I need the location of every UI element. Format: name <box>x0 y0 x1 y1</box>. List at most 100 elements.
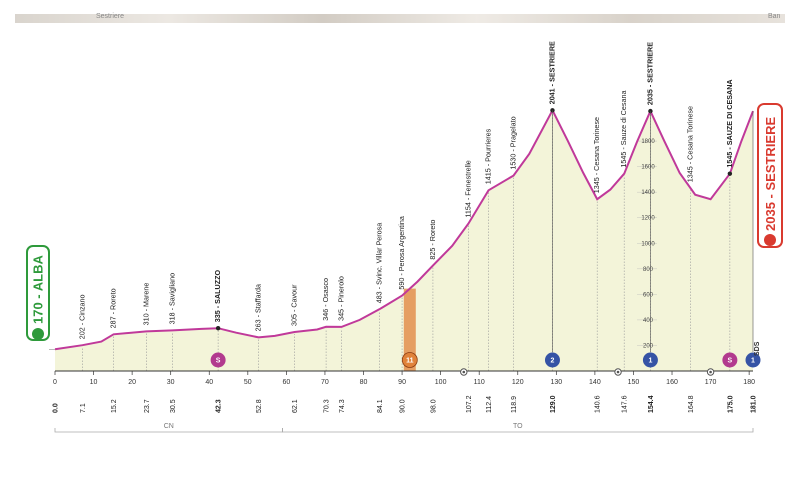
km-distance-label: 0.0 <box>53 403 60 413</box>
place-label: 1545 - SAUZE DI CESANA <box>725 79 734 167</box>
axis-tick-label: 20 <box>128 379 136 386</box>
axis-tick-label: 0 <box>53 379 57 386</box>
axis-tick-label: 10 <box>90 379 98 386</box>
place-dot <box>727 171 733 176</box>
axis-tick-label: 110 <box>474 379 485 386</box>
place-label: 2041 - SESTRIERE <box>547 41 556 104</box>
feed-badge-label: 11 <box>406 358 414 365</box>
axis-tick-label: 50 <box>244 379 252 386</box>
place-label: 1154 - Fenestrelle <box>463 160 472 217</box>
profile-line <box>54 108 754 351</box>
km-distance-label: 175.0 <box>727 395 734 413</box>
km-distance-label: 164.8 <box>688 395 695 413</box>
feed-zone-band <box>403 288 416 371</box>
climb-badge-label: 1 <box>648 358 652 365</box>
feed-badge <box>401 352 418 368</box>
place-label: 2035 - SESTRIERE <box>645 42 654 105</box>
axis-dot-center <box>709 370 712 374</box>
climb-badge <box>745 352 761 368</box>
region-label: CN <box>164 423 174 430</box>
km-distance-label: 42.3 <box>216 399 223 413</box>
axis-tick-label: 160 <box>666 379 678 386</box>
place-label: 1415 - Pourrieres <box>483 128 492 184</box>
km-distance-label: 70.3 <box>324 399 331 413</box>
km-distance-label: 181.0 <box>751 395 758 413</box>
km-distance-label: 154.4 <box>648 395 655 413</box>
finish-label: 2035 - SESTRIERE <box>763 117 778 231</box>
axis-tick-label: 120 <box>512 379 524 386</box>
km-distance-label: 15.2 <box>111 399 118 413</box>
km-distance-label: 52.8 <box>256 399 263 413</box>
place-label: 1345 - Cesana Torinese <box>592 117 601 193</box>
km-distance-label: 140.6 <box>595 395 602 413</box>
altitude-tick-label: 1400 <box>641 190 655 196</box>
place-label: 483 - Svinc. Villar Perosa <box>374 223 383 304</box>
axis-tick-label: 100 <box>435 379 447 386</box>
climb-badge-label: 1 <box>751 358 755 365</box>
sprint-badge-label: S <box>728 358 733 365</box>
altitude-tick-label: 1200 <box>641 216 655 222</box>
altitude-tick-label: 200 <box>643 343 654 349</box>
sprint-badge-label: S <box>216 358 221 365</box>
place-label: 345 - Pinerolo <box>337 276 346 321</box>
region-label: TO <box>513 423 523 430</box>
place-label: 1345 - Cesana Torinese <box>686 106 695 182</box>
km-distance-label: 62.1 <box>292 399 299 413</box>
place-label: 1545 - Sauze di Cesana <box>619 91 628 168</box>
profile-area <box>55 110 753 372</box>
axis-tick-label: 80 <box>360 379 368 386</box>
km-distance-label: 84.1 <box>377 399 384 413</box>
strip-text-right: Ban <box>768 13 781 20</box>
place-label: 287 - Roreto <box>109 288 118 328</box>
place-label: 825 - Roreto <box>428 220 437 260</box>
km-distance-label: 98.0 <box>430 399 437 413</box>
km-distance-label: 147.6 <box>622 395 629 413</box>
axis-tick-label: 30 <box>167 379 175 386</box>
axis-tick-label: 150 <box>628 379 640 386</box>
sprint-badge <box>722 352 738 368</box>
axis-dot-center <box>462 370 466 374</box>
km-distance-label: 23.7 <box>144 399 151 413</box>
km-distance-label: 74.3 <box>339 399 346 413</box>
start-label: 170 - ALBA <box>31 255 46 324</box>
climb-badge <box>544 352 560 368</box>
misc-label: SDS <box>754 341 761 356</box>
place-label: 305 - Cavour <box>289 284 298 326</box>
strip-text-left: Sestriere <box>96 13 125 20</box>
place-label: 590 - Perosa Argentina <box>397 216 406 290</box>
climb-badge-label: 2 <box>551 358 555 365</box>
place-label: 310 - Marene <box>141 283 150 326</box>
altitude-tick-label: 1800 <box>641 139 655 145</box>
altitude-tick-label: 600 <box>643 292 654 298</box>
climb-badge <box>642 352 658 368</box>
axis-tick-label: 70 <box>321 379 329 386</box>
axis-tick-label: 90 <box>398 379 406 386</box>
km-distance-label: 30.5 <box>170 399 177 413</box>
place-dot <box>215 326 221 331</box>
axis-tick-label: 130 <box>550 379 562 386</box>
axis-tick-label: 40 <box>205 379 213 386</box>
axis-tick-label: 180 <box>743 379 755 386</box>
axis-dot-center <box>616 370 620 374</box>
place-label: 335 - SALUZZO <box>213 269 222 322</box>
km-distance-label: 7.1 <box>80 403 87 413</box>
axis-tick-label: 140 <box>589 379 601 386</box>
km-distance-label: 107.2 <box>466 395 473 413</box>
place-label: 346 - Osasco <box>321 278 330 321</box>
header-photo-strip <box>15 14 785 23</box>
place-label: 263 - Staffarda <box>254 284 263 331</box>
altitude-tick-label: 800 <box>643 267 654 273</box>
km-distance-label: 118.9 <box>511 396 518 413</box>
km-distance-label: 90.0 <box>400 399 407 413</box>
place-label: 202 - Cinzano <box>77 294 86 339</box>
km-distance-label: 112.4 <box>486 396 493 413</box>
place-label: 1530 - Pragelato <box>509 116 518 169</box>
region-bracket <box>282 428 754 433</box>
finish-bike-icon <box>764 234 776 246</box>
start-bike-icon <box>32 328 44 340</box>
finish-marker <box>757 103 783 248</box>
axis-tick-label: 60 <box>282 379 290 386</box>
place-label: 318 - Savigliano <box>168 273 177 325</box>
altitude-tick-label: 1600 <box>641 165 655 171</box>
